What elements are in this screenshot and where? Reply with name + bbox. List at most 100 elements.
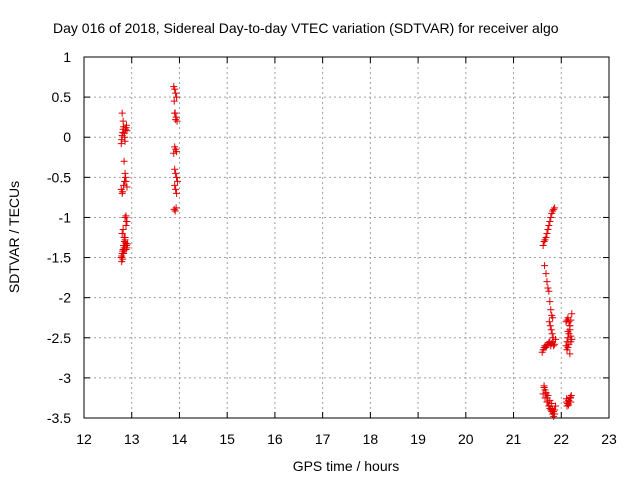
data-point-marker	[119, 117, 127, 125]
data-point-marker	[172, 89, 180, 97]
data-point-marker	[123, 240, 131, 248]
data-point-marker	[566, 350, 574, 358]
data-point-marker	[543, 398, 551, 406]
y-tick-label: -3	[59, 370, 72, 386]
data-point-marker	[567, 338, 575, 346]
x-tick-label: 20	[458, 431, 474, 447]
data-point-marker	[119, 255, 127, 263]
data-point-marker	[173, 189, 181, 197]
data-point-marker	[564, 343, 572, 351]
x-tick-label: 17	[315, 431, 331, 447]
data-point-marker	[546, 217, 554, 225]
data-point-marker	[118, 109, 126, 117]
data-point-marker	[120, 181, 128, 189]
data-point-marker	[564, 401, 572, 409]
data-point-marker	[548, 400, 556, 408]
data-point-marker	[552, 335, 560, 343]
x-tick-label: 18	[363, 431, 379, 447]
x-tick-label: 22	[553, 431, 569, 447]
data-point-marker	[551, 204, 559, 212]
data-point-marker	[122, 221, 130, 229]
x-axis-label: GPS time / hours	[293, 458, 400, 474]
axis-ticks	[83, 56, 610, 419]
data-point-marker	[171, 165, 179, 173]
data-point-marker	[568, 310, 576, 318]
data-point-marker	[543, 229, 551, 237]
data-point-marker	[564, 334, 572, 342]
data-point-marker	[545, 318, 553, 326]
chart-title: Day 016 of 2018, Sidereal Day-to-day VTE…	[53, 20, 559, 36]
data-point-marker	[119, 188, 127, 196]
data-point-marker	[170, 97, 178, 105]
y-axis-label: SDTVAR / TECUs	[6, 181, 22, 293]
data-point-marker	[550, 408, 558, 416]
y-tick-label: 0.5	[52, 89, 72, 105]
data-point-marker	[541, 262, 549, 270]
y-tick-labels: 1 0.5 0 -0.5 -1 -1.5 -2 -2.5 -3 -3.5	[47, 49, 71, 426]
data-point-marker	[550, 205, 558, 213]
data-point-marker	[173, 93, 181, 101]
data-point-marker	[539, 242, 547, 250]
data-point-marker	[170, 205, 178, 213]
data-point-marker	[120, 250, 128, 258]
data-point-marker	[174, 177, 182, 185]
data-point-marker	[123, 183, 131, 191]
data-point-marker	[172, 185, 180, 193]
data-point-marker	[542, 270, 550, 278]
x-tick-labels: 12 13 14 15 16 17 18 19 20 21 22 23	[76, 431, 617, 447]
data-point-marker	[542, 234, 550, 241]
data-point-marker	[567, 316, 575, 324]
data-point-marker	[548, 330, 556, 338]
data-point-marker	[566, 322, 574, 330]
data-point-marker	[546, 322, 554, 330]
data-point-marker	[549, 314, 557, 322]
data-point-marker	[563, 402, 571, 410]
data-point-marker	[171, 207, 179, 215]
y-tick-label: -1	[59, 209, 72, 225]
data-point-marker	[545, 287, 553, 295]
data-point-marker	[171, 181, 179, 189]
data-point-marker	[544, 392, 552, 400]
data-point-marker	[540, 238, 548, 246]
data-point-marker	[123, 127, 131, 135]
data-point-marker	[172, 116, 180, 124]
x-tick-label: 14	[172, 431, 188, 447]
data-point-marker	[551, 340, 559, 348]
x-tick-label: 15	[219, 431, 235, 447]
x-tick-label: 21	[506, 431, 522, 447]
y-tick-label: -2	[59, 290, 72, 306]
x-tick-label: 19	[410, 431, 426, 447]
data-point-marker	[550, 342, 558, 350]
data-point-marker	[120, 157, 128, 165]
data-point-marker	[122, 173, 130, 181]
data-point-marker	[172, 169, 180, 177]
data-point-marker	[546, 298, 554, 306]
data-point-marker	[543, 278, 551, 286]
data-point-marker	[173, 173, 181, 181]
data-point-marker	[121, 236, 129, 244]
data-point-marker	[567, 392, 575, 400]
data-point-marker	[121, 177, 129, 185]
data-point-marker	[563, 395, 571, 403]
grid	[84, 57, 609, 418]
data-points	[117, 83, 576, 420]
data-point-marker	[171, 109, 179, 117]
data-point-marker	[121, 137, 129, 145]
data-point-marker	[549, 406, 557, 414]
plot-frame	[83, 56, 610, 419]
x-tick-label: 13	[124, 431, 140, 447]
y-tick-label: 1	[63, 49, 71, 65]
data-point-marker	[121, 246, 129, 254]
data-point-marker	[540, 384, 548, 392]
data-point-marker	[173, 117, 181, 125]
y-tick-label: -3.5	[47, 410, 71, 426]
data-point-marker	[118, 229, 126, 237]
data-point-marker	[566, 393, 574, 401]
data-point-marker	[539, 390, 547, 398]
data-point-marker	[545, 221, 553, 229]
data-point-marker	[552, 402, 560, 410]
data-point-marker	[170, 149, 178, 157]
data-point-marker	[564, 327, 572, 335]
y-tick-label: 0	[63, 129, 71, 145]
